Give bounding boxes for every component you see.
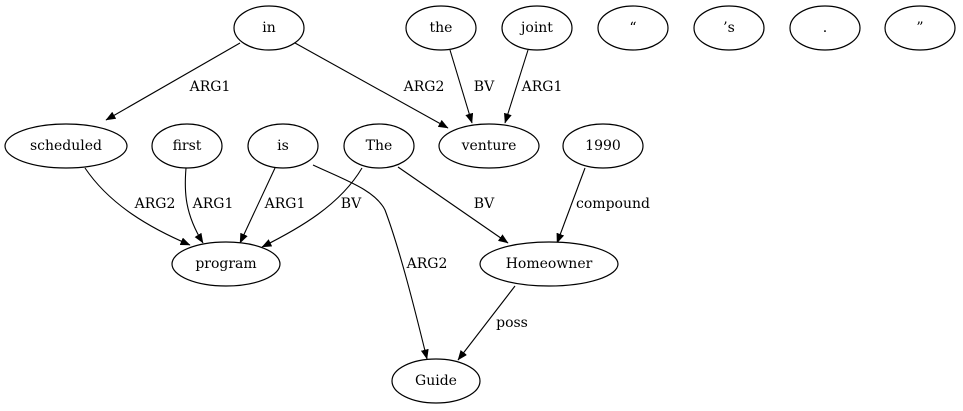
svg-text:.: . <box>823 20 827 36</box>
node-Homeowner: Homeowner <box>479 241 619 287</box>
edge-Homeowner-Guide: poss <box>457 285 528 361</box>
svg-text:venture: venture <box>461 138 517 154</box>
svg-text:scheduled: scheduled <box>30 138 102 154</box>
svg-text:in: in <box>262 20 276 36</box>
node-close-quote: ” <box>884 5 956 51</box>
svg-text:The: The <box>366 138 393 154</box>
node-apostrophe-s: ’s <box>693 5 765 51</box>
node-1990: 1990 <box>562 123 644 169</box>
edge-scheduled-program: ARG2 <box>84 167 191 246</box>
svg-text:joint: joint <box>519 20 553 36</box>
svg-text:the: the <box>430 20 453 36</box>
node-scheduled: scheduled <box>4 123 128 169</box>
node-in: in <box>233 5 305 51</box>
edge-label: BV <box>341 196 362 212</box>
node-first: first <box>151 123 223 169</box>
node-joint: joint <box>501 5 573 51</box>
edge-label: ARG2 <box>134 196 176 212</box>
edge-1990-Homeowner: compound <box>556 167 650 244</box>
node-the: the <box>405 5 477 51</box>
node-Guide: Guide <box>391 358 481 404</box>
svg-text:program: program <box>195 256 256 272</box>
node-venture: venture <box>438 123 540 169</box>
edge-is-program: ARG1 <box>239 167 306 244</box>
node-The: The <box>343 123 415 169</box>
edge-label: ARG1 <box>521 79 563 95</box>
edge-label: ARG2 <box>406 256 448 272</box>
svg-text:first: first <box>173 138 202 154</box>
node-period: . <box>789 5 861 51</box>
edge-The-Homeowner: BV <box>397 166 509 244</box>
edge-label: BV <box>474 196 495 212</box>
edge-the-venture: BV <box>449 49 495 124</box>
svg-text:“: “ <box>629 20 636 36</box>
edge-label: ARG1 <box>192 196 234 212</box>
edge-label: poss <box>496 315 528 331</box>
edge-The-program: BV <box>261 167 363 248</box>
svg-text:is: is <box>277 138 289 154</box>
edge-label: ARG1 <box>264 196 306 212</box>
edge-in-scheduled: ARG1 <box>105 42 241 121</box>
node-program: program <box>171 241 281 287</box>
svg-text:Homeowner: Homeowner <box>506 256 593 272</box>
svg-text:’s: ’s <box>723 20 735 36</box>
edge-label: ARG1 <box>189 79 231 95</box>
edge-in-venture: ARG2 <box>294 42 449 129</box>
edge-is-Guide: ARG2 <box>312 164 448 360</box>
edge-label: ARG2 <box>403 79 445 95</box>
svg-text:Guide: Guide <box>415 373 457 389</box>
node-open-quote: “ <box>597 5 669 51</box>
svg-text:1990: 1990 <box>585 138 621 154</box>
edge-joint-venture: ARG1 <box>504 49 563 124</box>
node-is: is <box>247 123 319 169</box>
edge-first-program: ARG1 <box>184 167 234 244</box>
svg-text:”: ” <box>916 20 923 36</box>
edge-label: BV <box>474 79 495 95</box>
edge-label: compound <box>576 196 650 212</box>
